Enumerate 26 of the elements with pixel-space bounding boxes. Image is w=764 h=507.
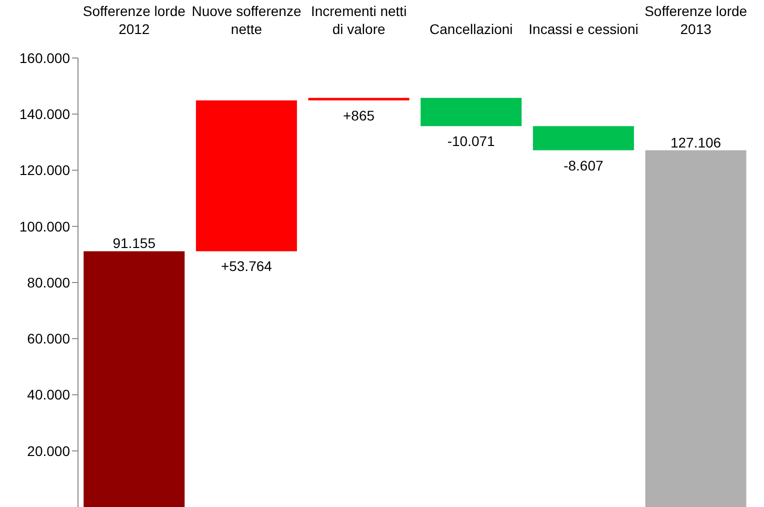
- data-label: -8.607: [564, 157, 604, 174]
- y-tick-label: 60.000: [27, 330, 70, 347]
- y-tick-label: 120.000: [19, 162, 70, 178]
- y-tick-label: 80.000: [27, 274, 70, 290]
- x-tick-label: Nuove sofferenze nette: [192, 3, 302, 37]
- data-label: +53.764: [220, 258, 272, 274]
- bar: [532, 126, 634, 150]
- bar: [84, 251, 185, 507]
- y-tick-label: 100.000: [19, 218, 70, 234]
- data-label: -10.071: [447, 133, 496, 150]
- y-tick-label: 40.000: [27, 386, 70, 403]
- bar: [308, 98, 410, 100]
- x-tick-label: Sofferenze lorde 2013: [644, 3, 748, 37]
- bar: [196, 100, 297, 252]
- data-label: 127.106: [670, 134, 722, 150]
- y-tick-label: 160.000: [19, 50, 70, 66]
- x-tick-label: Sofferenze lorde 2012: [82, 3, 186, 37]
- data-label: +865: [343, 107, 375, 124]
- bar: [420, 98, 522, 126]
- data-label: 91.155: [112, 235, 156, 252]
- y-tick-label: 140.000: [19, 106, 70, 122]
- x-tick-label: Incassi e cessioni: [528, 21, 638, 37]
- x-tick-label: Cancellazioni: [430, 21, 513, 37]
- bar: [645, 150, 746, 507]
- x-tick-label: Incrementi netti di valore: [310, 3, 407, 37]
- y-tick-label: 20.000: [27, 442, 70, 459]
